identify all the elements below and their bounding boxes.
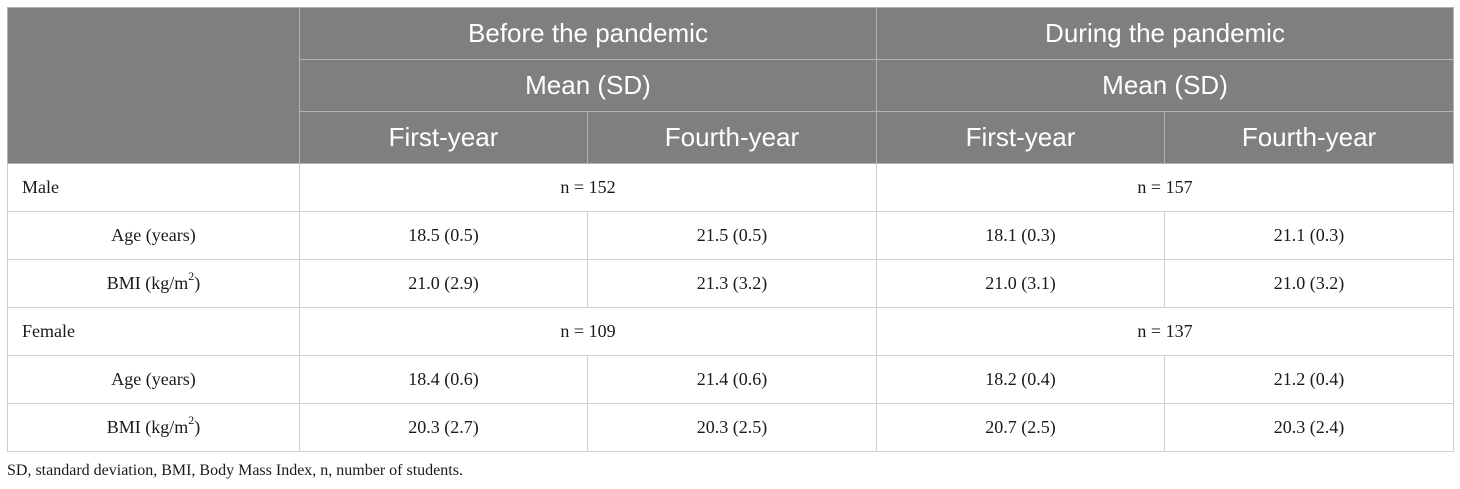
table-row: BMI (kg/m2) 21.0 (2.9) 21.3 (3.2) 21.0 (…	[7, 259, 1455, 308]
data-table: Before the pandemic During the pandemic …	[7, 7, 1455, 452]
header-period-during: During the pandemic	[875, 7, 1455, 60]
table-footnote: SD, standard deviation, BMI, Body Mass I…	[7, 462, 463, 479]
header-period-before: Before the pandemic	[299, 7, 877, 60]
header-col-first-year-during: First-year	[876, 111, 1165, 164]
table-cell: 21.4 (0.6)	[587, 355, 877, 404]
header-col-fourth-year-before: Fourth-year	[587, 111, 877, 164]
table-cell: 20.3 (2.5)	[587, 403, 877, 452]
group-n-during-female: n = 137	[875, 307, 1455, 356]
table-cell: 20.3 (2.7)	[299, 403, 588, 452]
table-row: Age (years) 18.5 (0.5) 21.5 (0.5) 18.1 (…	[7, 211, 1455, 260]
table-cell: 21.0 (3.2)	[1163, 259, 1455, 308]
table-cell: 21.3 (3.2)	[587, 259, 877, 308]
table-cell: 18.1 (0.3)	[876, 211, 1165, 260]
header-col-first-year-before: First-year	[299, 111, 588, 164]
group-n-during-male: n = 157	[875, 163, 1455, 212]
header-stat-before: Mean (SD)	[299, 59, 877, 112]
table-cell: 20.3 (2.4)	[1163, 403, 1455, 452]
table-cell: 20.7 (2.5)	[876, 403, 1165, 452]
row-label-female-bmi: BMI (kg/m2)	[7, 403, 300, 452]
table-cell: 18.5 (0.5)	[299, 211, 588, 260]
header-corner	[7, 7, 300, 164]
header-col-fourth-year-during: Fourth-year	[1163, 111, 1455, 164]
group-n-before-female: n = 109	[299, 307, 877, 356]
table-cell: 21.0 (2.9)	[299, 259, 588, 308]
table-row: Age (years) 18.4 (0.6) 21.4 (0.6) 18.2 (…	[7, 355, 1455, 404]
row-label-female-age: Age (years)	[7, 355, 300, 404]
header-stat-during: Mean (SD)	[875, 59, 1455, 112]
row-label-male-bmi: BMI (kg/m2)	[7, 259, 300, 308]
table-cell: 21.2 (0.4)	[1163, 355, 1455, 404]
bmi-label-close: )	[194, 273, 201, 293]
table-cell: 21.5 (0.5)	[587, 211, 877, 260]
group-n-before-male: n = 152	[299, 163, 877, 212]
table-row: BMI (kg/m2) 20.3 (2.7) 20.3 (2.5) 20.7 (…	[7, 403, 1455, 452]
group-row-male: Male n = 152 n = 157	[7, 163, 1455, 212]
bmi-label-close: )	[194, 417, 201, 437]
table-cell: 21.1 (0.3)	[1163, 211, 1455, 260]
group-row-female: Female n = 109 n = 137	[7, 307, 1455, 356]
table-cell: 18.2 (0.4)	[876, 355, 1165, 404]
table-cell: 21.0 (3.1)	[876, 259, 1165, 308]
bmi-label-text: BMI (kg/m	[106, 417, 189, 437]
table-header: Before the pandemic During the pandemic …	[7, 7, 1455, 164]
group-label-male: Male	[7, 163, 300, 212]
bmi-label-superscript: 2	[188, 269, 195, 283]
group-label-female: Female	[7, 307, 300, 356]
table-body: Male n = 152 n = 157 Age (years) 18.5 (0…	[7, 163, 1455, 452]
bmi-label-text: BMI (kg/m	[106, 273, 189, 293]
row-label-male-age: Age (years)	[7, 211, 300, 260]
table-cell: 18.4 (0.6)	[299, 355, 588, 404]
bmi-label-superscript: 2	[188, 413, 195, 427]
